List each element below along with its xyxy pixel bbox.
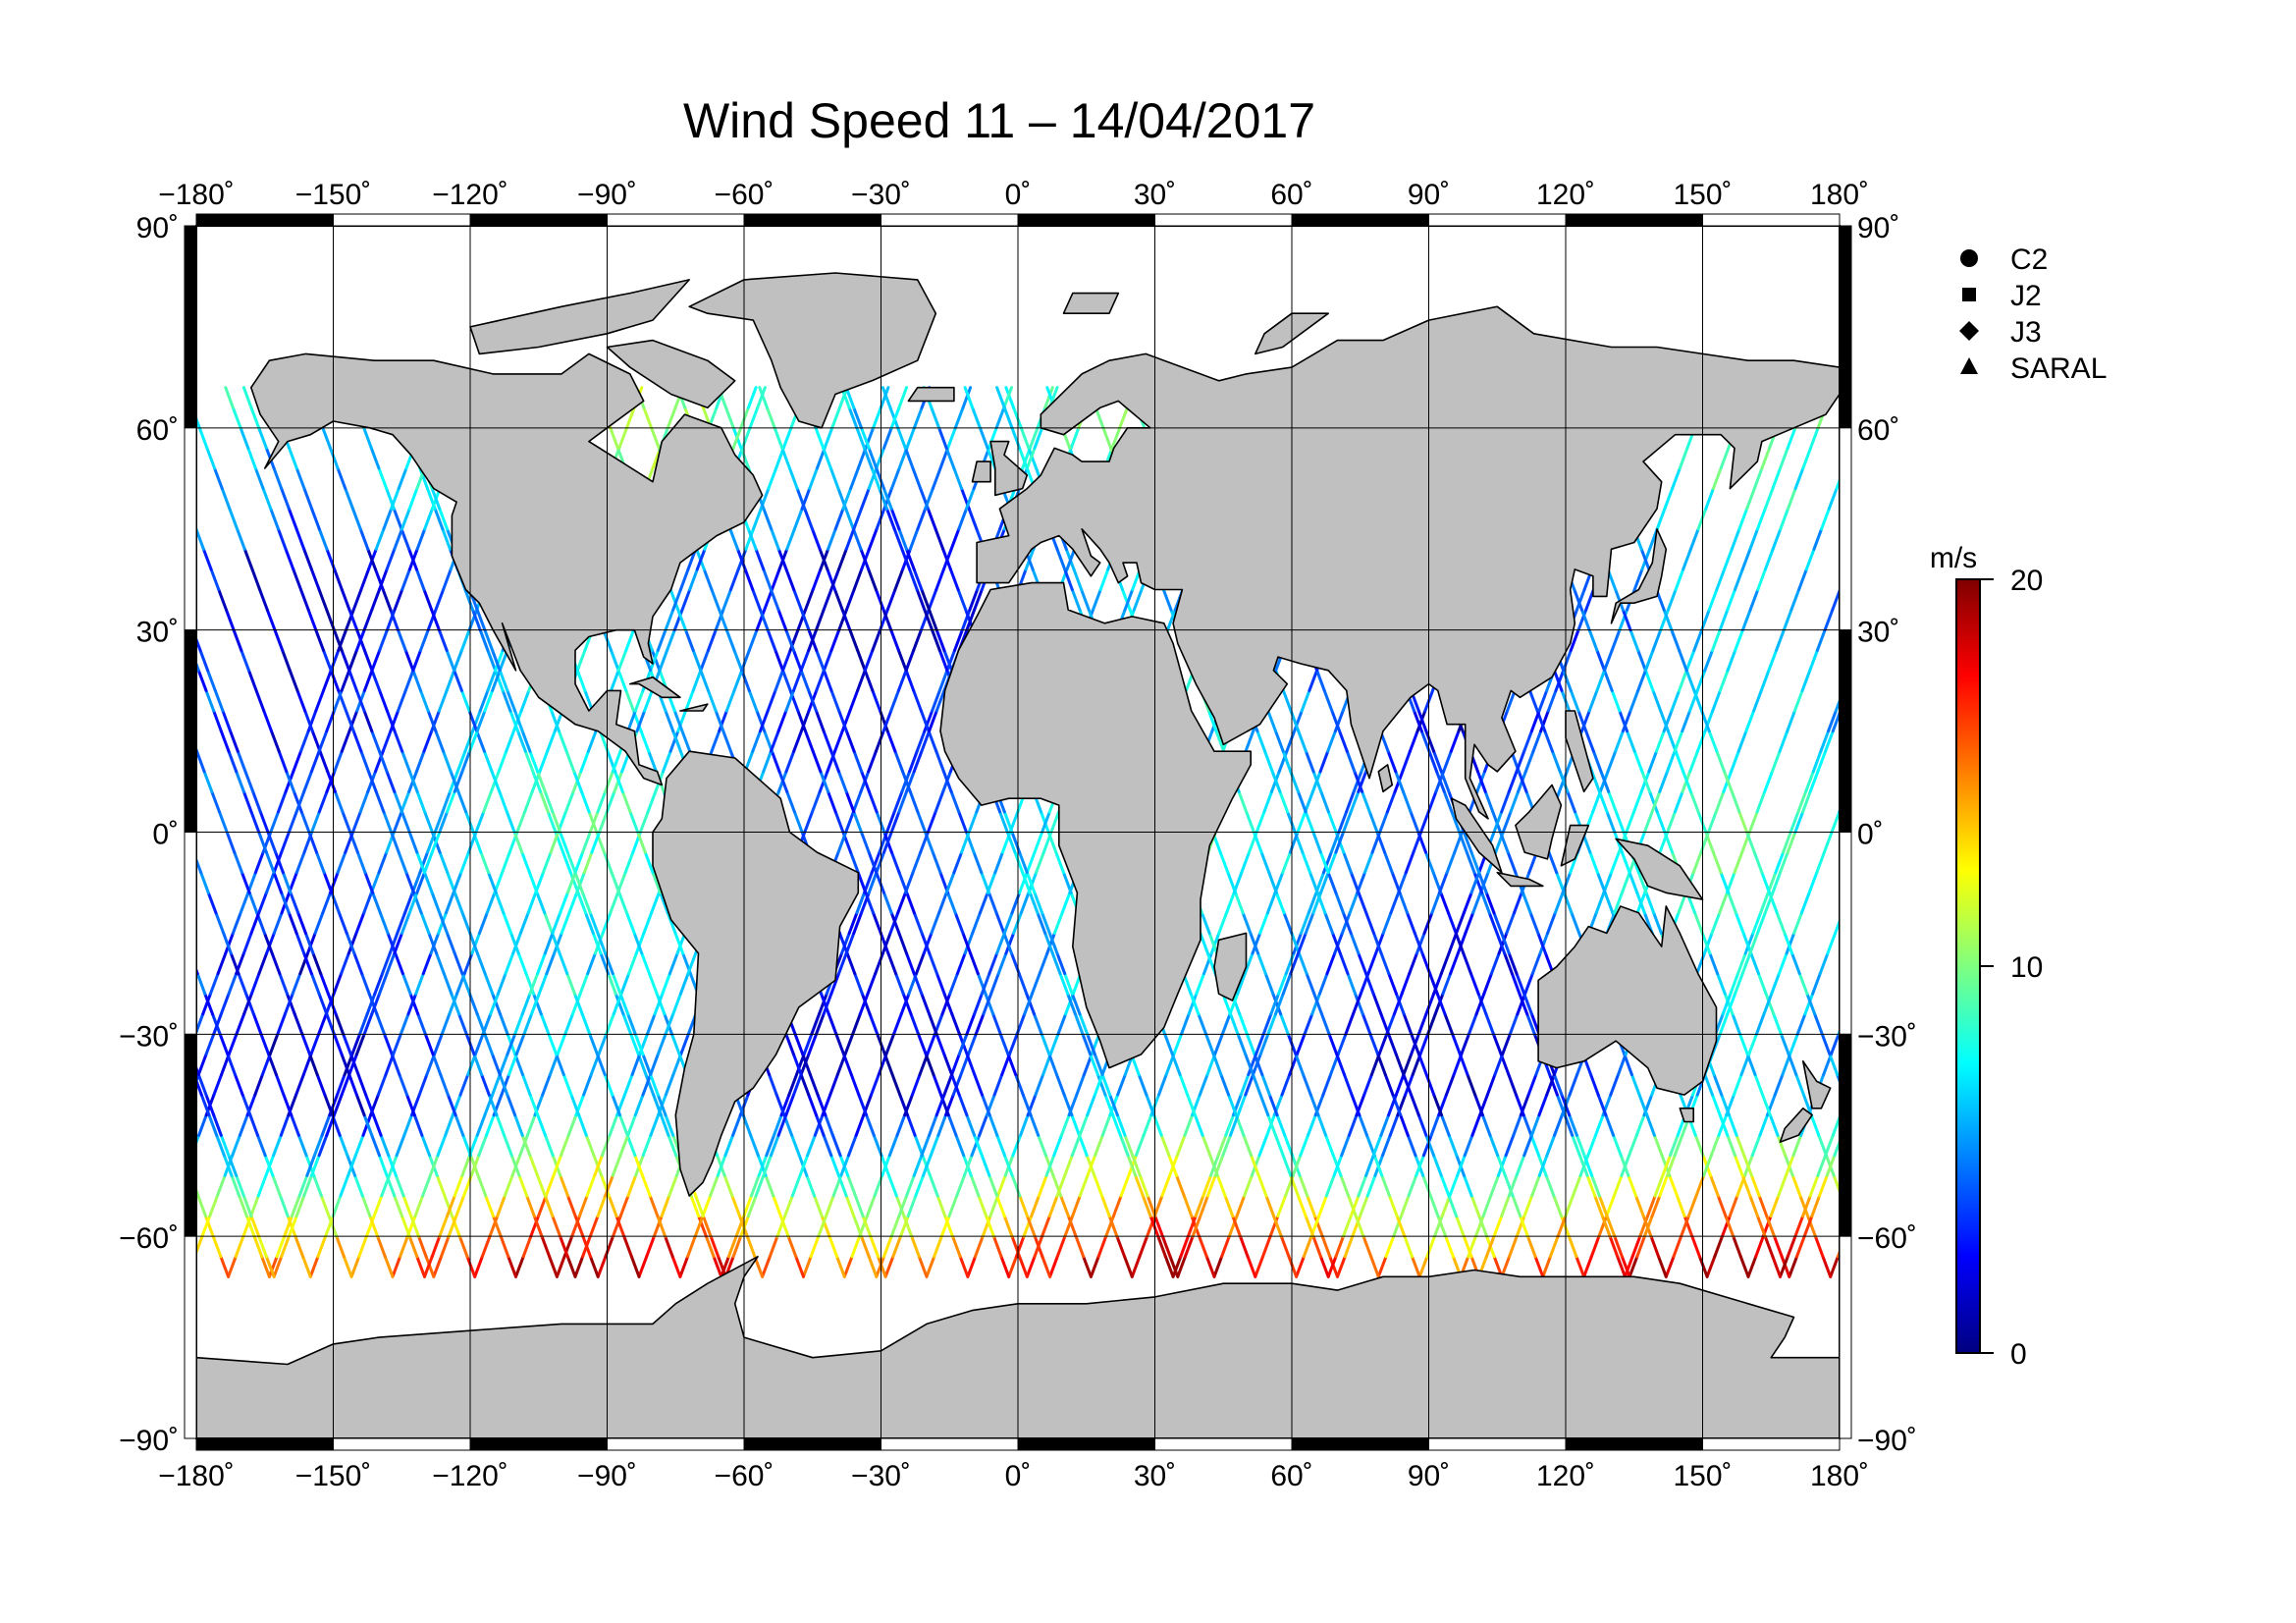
legend-marker-circle-icon [1960,249,1978,267]
colorbar-ticks: 20 10 0 [1980,565,2043,1371]
frame-bars [184,213,1852,1451]
lon-tick-top: 0˚ [1005,179,1032,211]
lon-tick-bottom: −60˚ [715,1460,774,1492]
lon-tick-bottom: 150˚ [1673,1460,1732,1492]
lon-tick-top: 180˚ [1810,179,1869,211]
lon-tick-bottom: 0˚ [1005,1460,1032,1492]
graticule [196,226,1840,1438]
lon-tick-top: −60˚ [715,179,774,211]
lat-tick-left: 30˚ [136,617,179,649]
colorbar-tick-label: 0 [2010,1338,2027,1371]
lon-tick-bottom: 60˚ [1270,1460,1312,1492]
lat-tick-left: 90˚ [136,212,179,244]
satellite-tracks [196,386,1840,1278]
lon-tick-bottom: −180˚ [158,1460,235,1492]
legend-marker-diamond-icon [1959,321,1979,341]
lon-tick-bottom: 30˚ [1134,1460,1176,1492]
lon-tick-top: 90˚ [1408,179,1450,211]
legend-marker-square-icon [1962,288,1976,301]
lat-tick-right: −60˚ [1857,1222,1917,1255]
lat-tick-left: 0˚ [152,819,179,851]
lat-tick-left: −60˚ [119,1222,179,1255]
legend-label: C2 [2010,243,2048,276]
axis-tick-labels: −180˚ −180˚ −150˚ −150˚ −120˚ −120˚ −90˚ −90˚ −6… [119,179,1917,1492]
lon-tick-bottom: −120˚ [432,1460,508,1492]
map-title: Wind Speed 11 – 14/04/2017 [683,93,1315,148]
colorbar: m/s 20 10 0 [1930,542,2044,1371]
legend-label: J3 [2010,316,2042,349]
lon-tick-bottom: 90˚ [1408,1460,1450,1492]
lon-tick-bottom: 120˚ [1536,1460,1595,1492]
lon-tick-top: 30˚ [1134,179,1176,211]
lon-tick-bottom: −30˚ [851,1460,911,1492]
lon-tick-top: 120˚ [1536,179,1595,211]
lon-tick-bottom: −150˚ [295,1460,372,1492]
colorbar-tick-label: 10 [2010,951,2043,984]
lon-tick-top: 60˚ [1270,179,1312,211]
legend-label: J2 [2010,280,2042,312]
lon-tick-top: 150˚ [1673,179,1732,211]
lon-tick-bottom: 180˚ [1810,1460,1869,1492]
lon-tick-top: −180˚ [158,179,235,211]
legend-marker-triangle-icon [1960,357,1978,374]
colorbar-gradient [1955,578,1981,1354]
lon-tick-top: −30˚ [851,179,911,211]
lon-tick-top: −120˚ [432,179,508,211]
colorbar-tick-label: 20 [2010,565,2043,597]
lat-tick-right: 0˚ [1857,819,1884,851]
lat-tick-left: 60˚ [136,414,179,447]
lat-tick-left: −90˚ [119,1425,179,1457]
lat-tick-right: −30˚ [1857,1020,1917,1053]
lat-tick-right: 30˚ [1857,617,1899,649]
lon-tick-bottom: −90˚ [577,1460,637,1492]
legend-label: SARAL [2010,352,2107,385]
lon-tick-top: −90˚ [577,179,637,211]
lat-tick-right: −90˚ [1857,1425,1917,1457]
lon-tick-top: −150˚ [295,179,372,211]
colorbar-unit: m/s [1930,542,1977,574]
lat-tick-left: −30˚ [119,1020,179,1053]
lat-tick-right: 60˚ [1857,414,1899,447]
lat-tick-right: 90˚ [1857,212,1899,244]
